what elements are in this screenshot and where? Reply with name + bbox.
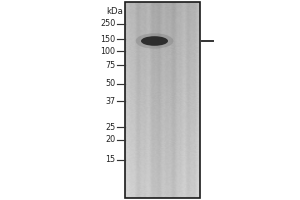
Text: 25: 25 [105, 122, 116, 132]
Text: 250: 250 [100, 20, 116, 28]
Text: 37: 37 [105, 97, 116, 106]
Text: 20: 20 [105, 136, 116, 144]
Text: 50: 50 [105, 79, 116, 88]
Text: 75: 75 [105, 60, 116, 70]
Bar [124, 2, 200, 198]
Ellipse shape [141, 36, 168, 46]
Text: 15: 15 [105, 156, 116, 164]
Text: 100: 100 [100, 46, 116, 55]
Text: kDa: kDa [106, 6, 123, 16]
Text: 150: 150 [100, 34, 116, 44]
Ellipse shape [136, 33, 173, 49]
